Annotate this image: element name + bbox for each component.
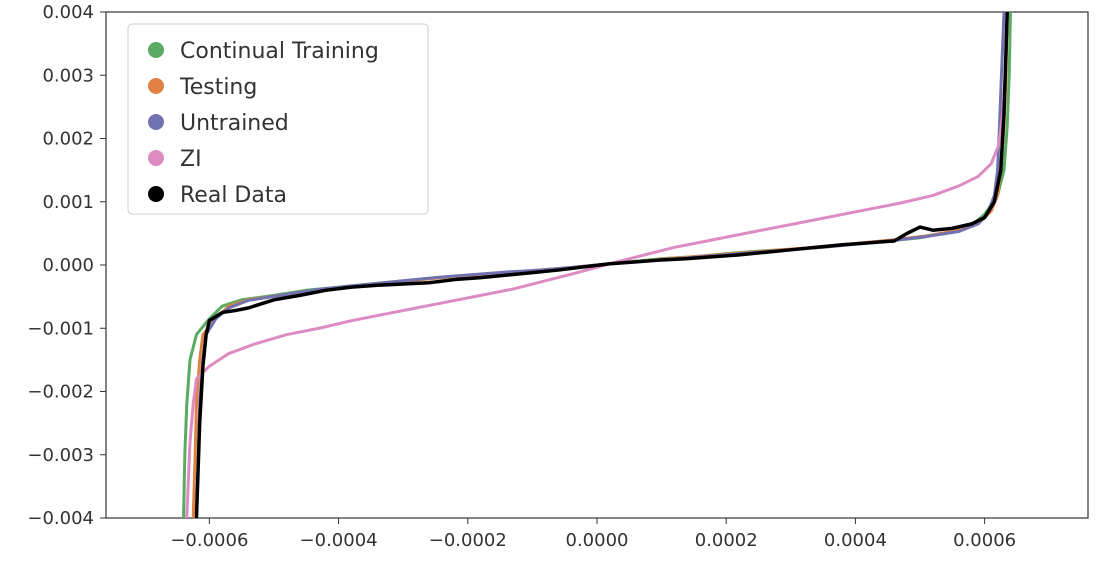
y-tick-label: −0.003 [27,445,94,466]
y-tick-label: −0.001 [27,318,94,339]
x-tick-label: 0.0006 [953,530,1016,551]
legend-marker [148,186,164,202]
legend: Continual Training Testing Untrained ZI Real… [128,24,428,214]
legend-marker [148,42,164,58]
y-tick-label: 0.003 [42,65,94,86]
x-tick-label: 0.0000 [566,530,629,551]
legend-marker [148,114,164,130]
x-tick-label: −0.0002 [429,530,507,551]
y-tick-label: 0.004 [42,2,94,23]
x-tick-label: −0.0004 [300,530,378,551]
legend-label: Testing [179,75,257,100]
x-tick-label: −0.0006 [170,530,248,551]
legend-label: ZI [180,147,202,172]
chart-svg: −0.0006 −0.0004 −0.0002 0.0000 0.0002 0.0004 0… [0,0,1104,563]
y-tick-label: 0.002 [42,129,94,150]
legend-label: Real Data [180,183,287,208]
y-tick-label: −0.002 [27,382,94,403]
x-tick-label: 0.0004 [824,530,887,551]
legend-label: Untrained [180,111,289,136]
x-tick-label: 0.0002 [695,530,758,551]
y-tick-label: 0.001 [42,192,94,213]
y-tick-label: −0.004 [27,508,94,529]
y-tick-label: 0.000 [42,255,94,276]
legend-marker [148,150,164,166]
legend-marker [148,78,164,94]
legend-label: Continual Training [180,39,379,64]
chart-container: −0.0006 −0.0004 −0.0002 0.0000 0.0002 0.0004 0… [0,0,1104,563]
